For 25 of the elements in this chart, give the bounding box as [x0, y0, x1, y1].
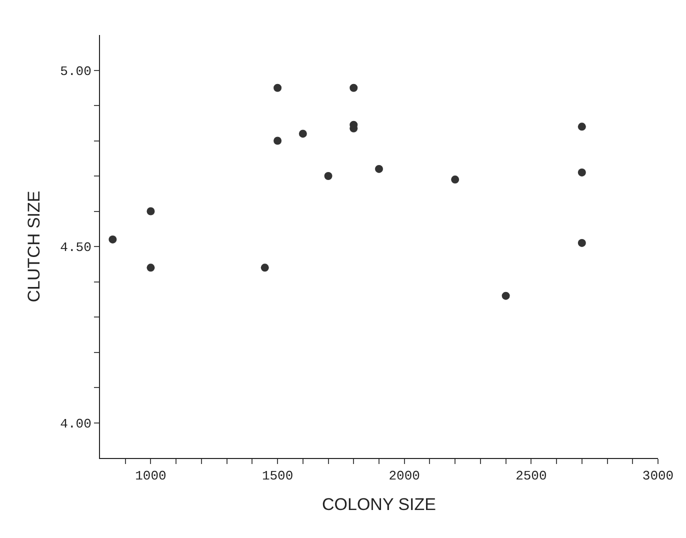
- x-tick-label: 3000: [642, 468, 674, 484]
- point: [298, 130, 307, 138]
- x-tick-label: 2500: [516, 468, 547, 484]
- x-tick-label: 1500: [262, 468, 294, 484]
- point: [108, 235, 117, 244]
- point: [146, 264, 155, 272]
- point: [451, 176, 460, 184]
- x-axis-title: COLONY SIZE: [322, 495, 436, 514]
- point: [324, 172, 332, 180]
- point: [146, 207, 155, 216]
- point: [350, 84, 358, 92]
- y-axis-title: CLUTCH SIZE: [24, 190, 44, 302]
- point: [578, 238, 586, 247]
- point: [578, 122, 586, 131]
- point: [502, 292, 510, 300]
- y-tick-label: 5.00: [60, 64, 92, 79]
- y-tick-label: 4.50: [60, 240, 92, 256]
- point: [375, 164, 383, 173]
- x-tick-label: 2000: [388, 468, 420, 484]
- y-tick-label: 4.00: [60, 416, 92, 432]
- point: [578, 168, 586, 176]
- point: [274, 136, 282, 145]
- x-tick-label: 1000: [135, 468, 166, 484]
- point: [274, 84, 282, 92]
- point: [260, 264, 269, 272]
